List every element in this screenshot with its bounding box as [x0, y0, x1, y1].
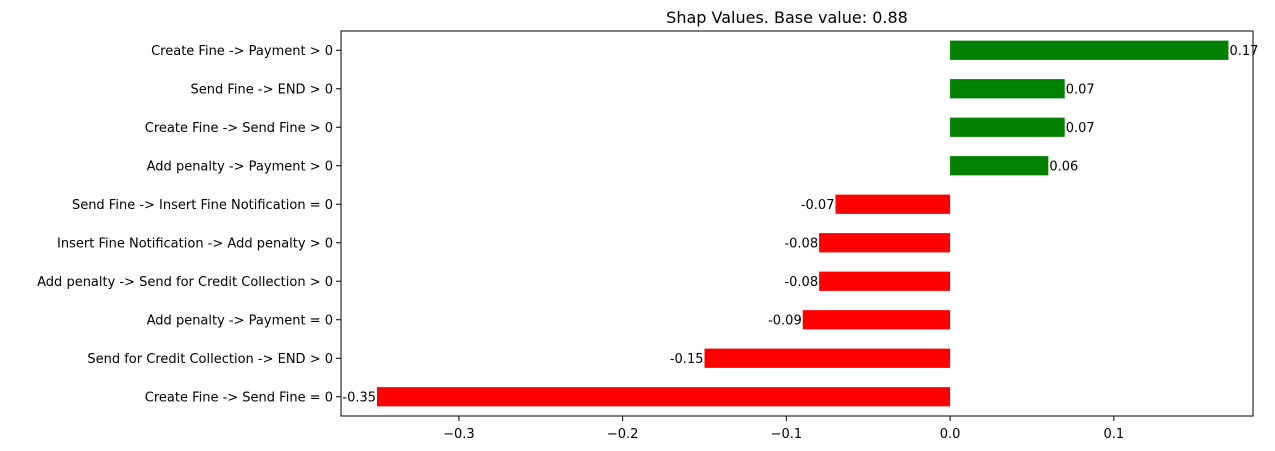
x-tick-label-0: −0.3 — [443, 427, 475, 442]
bar-1 — [950, 79, 1065, 99]
category-label-5: Insert Fine Notification -> Add penalty … — [57, 236, 333, 251]
x-tick-label-3: 0.0 — [940, 427, 961, 442]
category-label-9: Create Fine -> Send Fine = 0 — [145, 390, 333, 405]
value-label-5: -0.08 — [784, 236, 818, 251]
bar-6 — [819, 271, 951, 291]
value-label-3: 0.06 — [1049, 159, 1078, 174]
x-tick-label-2: −0.1 — [771, 427, 803, 442]
value-label-2: 0.07 — [1066, 121, 1095, 136]
chart-title: Shap Values. Base value: 0.88 — [666, 8, 908, 27]
bar-2 — [950, 117, 1065, 137]
x-tick-label-4: 0.1 — [1103, 427, 1124, 442]
bar-9 — [377, 387, 951, 407]
value-label-4: -0.07 — [801, 198, 835, 213]
category-label-7: Add penalty -> Payment = 0 — [147, 313, 333, 328]
value-label-8: -0.15 — [670, 352, 704, 367]
category-label-8: Send for Credit Collection -> END > 0 — [87, 352, 333, 367]
value-label-9: -0.35 — [342, 390, 376, 405]
value-label-0: 0.17 — [1229, 44, 1258, 59]
value-label-1: 0.07 — [1066, 82, 1095, 97]
bar-3 — [950, 156, 1049, 176]
bar-4 — [835, 194, 951, 214]
bars-group — [377, 40, 1229, 407]
value-label-6: -0.08 — [784, 275, 818, 290]
labels-group: 0.17 Create Fine -> Payment > 0 0.07 Send F… — [37, 44, 1258, 406]
x-tick-label-1: −0.2 — [607, 427, 639, 442]
category-label-6: Add penalty -> Send for Credit Collectio… — [37, 275, 333, 290]
category-label-3: Add penalty -> Payment > 0 — [147, 159, 333, 174]
bar-7 — [802, 310, 951, 330]
bar-5 — [819, 233, 951, 253]
bar-8 — [704, 348, 951, 368]
plot-frame — [340, 30, 1254, 417]
category-label-2: Create Fine -> Send Fine > 0 — [145, 121, 333, 136]
category-label-0: Create Fine -> Payment > 0 — [151, 44, 333, 59]
bar-0 — [950, 40, 1229, 60]
category-label-4: Send Fine -> Insert Fine Notification = … — [72, 198, 333, 213]
category-label-1: Send Fine -> END > 0 — [191, 82, 333, 97]
axes-group: −0.3 −0.2 −0.1 0.0 0.1 — [336, 30, 1254, 442]
value-label-7: -0.09 — [768, 313, 802, 328]
